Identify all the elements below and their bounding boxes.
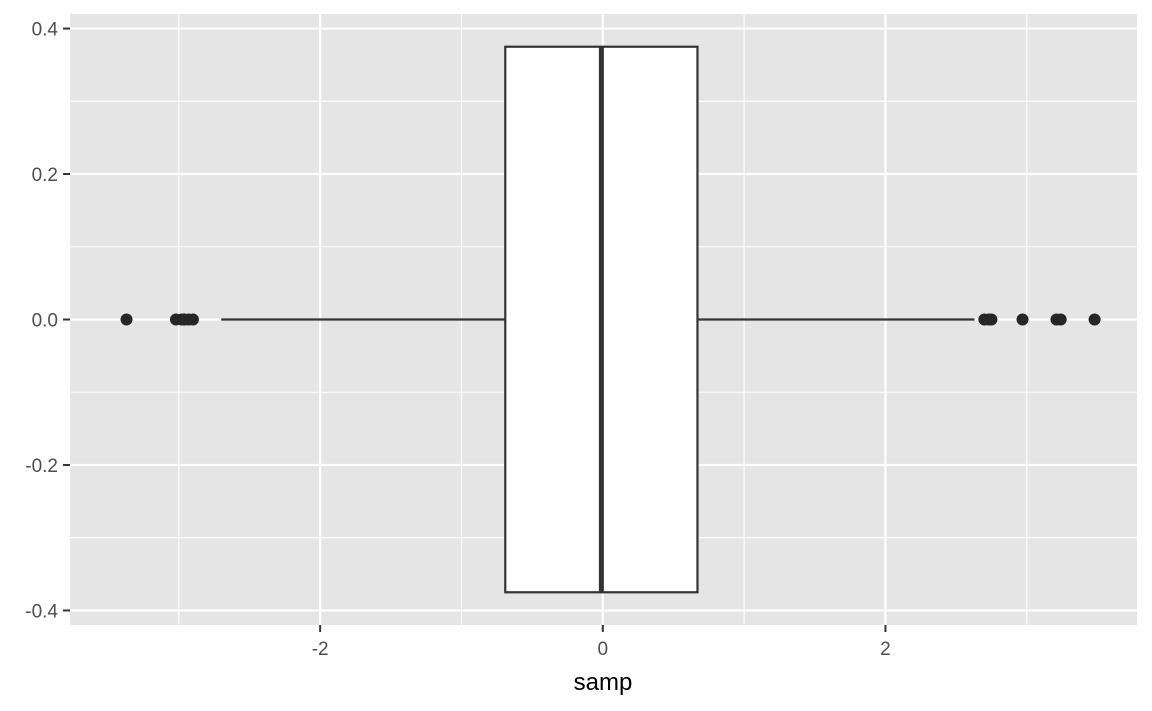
x-tick-label: 2 [880,639,891,660]
outlier-point [1088,313,1101,326]
outlier-point [186,313,199,326]
outlier-point [1016,313,1029,326]
box-layer [504,45,699,594]
x-axis-title: samp [574,669,633,696]
y-tick-label: 0.0 [32,311,58,332]
y-axis: 0.4 0.2 0.0 -0.2 -0.4 [25,20,70,622]
y-tick-label: -0.4 [25,601,58,622]
outlier-points [120,313,1101,326]
y-tick-label: 0.4 [32,20,59,41]
y-tick-label: -0.2 [25,456,58,477]
y-tick-label: 0.2 [32,165,58,186]
outlier-point [1054,313,1067,326]
x-tick-label: 0 [598,639,609,660]
outlier-point [985,313,998,326]
x-tick-label: -2 [312,639,329,660]
outlier-point [120,313,133,326]
x-axis: -2 0 2 [312,625,891,660]
